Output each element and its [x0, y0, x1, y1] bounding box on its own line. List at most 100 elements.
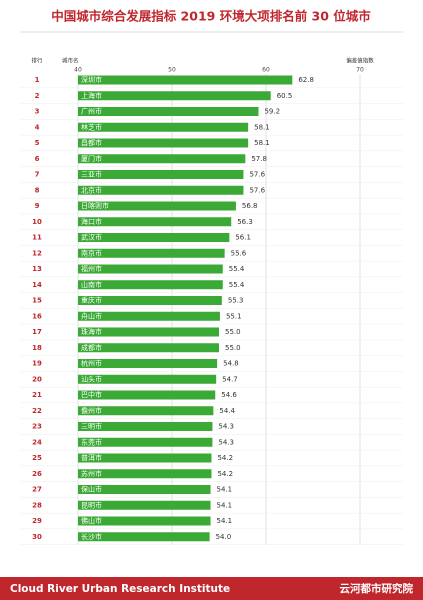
- bar: [78, 217, 232, 227]
- value-label: 54.1: [217, 501, 233, 509]
- x-tick-label: 70: [356, 67, 364, 74]
- bar: [78, 343, 219, 353]
- bar: [78, 406, 214, 416]
- category-label: 三明市: [81, 422, 102, 431]
- category-label: 深圳市: [81, 75, 102, 84]
- category-label: 广州市: [81, 107, 102, 116]
- value-label: 56.3: [237, 218, 253, 226]
- rank-label: 7: [35, 171, 40, 179]
- rank-label: 9: [35, 202, 40, 210]
- value-label: 57.8: [251, 155, 267, 163]
- value-label: 54.3: [218, 423, 234, 431]
- bar: [78, 91, 271, 101]
- rank-label: 23: [32, 423, 42, 431]
- value-label: 54.6: [221, 391, 237, 399]
- value-label: 54.1: [217, 486, 233, 494]
- rank-label: 25: [32, 454, 42, 462]
- category-label: 舟山市: [81, 311, 102, 320]
- bar: [78, 500, 211, 510]
- category-label: 东莞市: [81, 437, 102, 446]
- bar: [78, 233, 230, 242]
- bar: [78, 248, 225, 258]
- category-label: 成都市: [81, 343, 102, 352]
- x-tick-label: 40: [74, 67, 82, 74]
- rank-label: 3: [35, 108, 40, 116]
- bar: [78, 122, 249, 132]
- bar: [78, 390, 216, 400]
- bar: [78, 485, 211, 494]
- category-label: 普洱市: [81, 453, 102, 462]
- category-label: 南京市: [81, 248, 102, 257]
- rank-label: 20: [32, 375, 42, 383]
- rank-label: 24: [32, 438, 42, 446]
- bar: [78, 453, 212, 463]
- value-label: 55.1: [226, 312, 242, 320]
- bar: [78, 75, 293, 85]
- value-header: 偏差值指数: [346, 57, 374, 65]
- value-label: 55.0: [225, 328, 241, 336]
- footer-right: 云河都市研究院: [340, 582, 414, 595]
- x-tick-label: 50: [168, 67, 176, 74]
- category-label: 昌都市: [81, 138, 102, 147]
- bar: [78, 138, 249, 148]
- value-label: 54.0: [216, 533, 232, 541]
- value-label: 58.1: [254, 139, 270, 147]
- value-label: 54.1: [217, 517, 233, 525]
- rank-label: 8: [35, 186, 40, 194]
- bar: [78, 170, 244, 179]
- rank-label: 16: [32, 312, 42, 320]
- category-label: 儋州市: [81, 406, 102, 415]
- value-label: 57.6: [249, 171, 265, 179]
- category-label: 日喀则市: [81, 201, 109, 210]
- rank-label: 27: [32, 486, 42, 494]
- category-label: 福州市: [81, 264, 102, 273]
- category-label: 上海市: [81, 91, 102, 100]
- bar: [78, 185, 244, 195]
- value-label: 54.3: [218, 438, 234, 446]
- rank-label: 30: [32, 533, 42, 541]
- value-label: 55.6: [231, 249, 247, 257]
- value-label: 62.8: [298, 76, 314, 84]
- rank-label: 2: [35, 92, 40, 100]
- category-label: 山南市: [81, 280, 102, 289]
- value-label: 55.4: [229, 281, 245, 289]
- category-label: 巴中市: [81, 390, 102, 399]
- value-label: 54.8: [223, 360, 239, 368]
- value-label: 54.2: [217, 470, 233, 478]
- rank-label: 1: [35, 76, 40, 84]
- bar: [78, 107, 259, 116]
- value-label: 58.1: [254, 123, 270, 131]
- category-label: 武汉市: [81, 233, 102, 242]
- category-label: 保山市: [81, 485, 102, 494]
- value-label: 56.1: [235, 234, 251, 242]
- bar: [78, 532, 210, 542]
- x-tick-label: 60: [262, 67, 270, 74]
- bar: [78, 296, 222, 305]
- category-label: 昆明市: [81, 500, 102, 509]
- bar: [78, 327, 219, 337]
- category-label: 北京市: [81, 185, 102, 194]
- bar: [78, 359, 218, 368]
- rank-label: 17: [32, 328, 42, 336]
- category-header: 城市名: [62, 57, 79, 65]
- bar: [78, 422, 213, 431]
- rank-header: 排行: [31, 57, 43, 65]
- rank-label: 29: [32, 517, 42, 525]
- value-label: 55.0: [225, 344, 241, 352]
- bar: [78, 437, 213, 447]
- category-label: 三亚市: [81, 170, 102, 179]
- category-label: 珠海市: [81, 327, 102, 336]
- rank-label: 5: [35, 139, 40, 147]
- footer-band: [0, 577, 423, 600]
- rank-label: 21: [32, 391, 42, 399]
- rank-label: 11: [32, 234, 42, 242]
- value-label: 60.5: [277, 92, 293, 100]
- rank-label: 10: [32, 218, 42, 226]
- rank-label: 19: [32, 360, 42, 368]
- rank-label: 22: [32, 407, 42, 415]
- bar: [78, 154, 246, 164]
- rank-label: 13: [32, 265, 42, 273]
- category-label: 佛山市: [81, 516, 102, 525]
- rank-label: 18: [32, 344, 42, 352]
- category-label: 海口市: [81, 217, 102, 226]
